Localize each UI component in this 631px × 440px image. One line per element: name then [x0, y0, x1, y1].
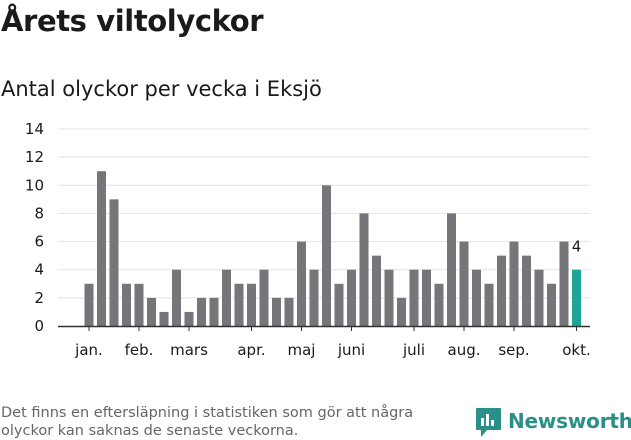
bar [472, 269, 481, 326]
x-tick-label: aug. [448, 341, 481, 359]
bar [522, 255, 531, 326]
x-tick-label: jan. [74, 341, 103, 359]
footnote: Det finns en eftersläpning i statistiken… [1, 405, 414, 439]
chart-title: Årets viltolyckor [1, 4, 264, 38]
bar [359, 213, 369, 326]
bar [97, 171, 106, 326]
bar [122, 283, 131, 326]
chart-subtitle: Antal olyckor per vecka i Eksjö [1, 77, 322, 101]
bar [322, 185, 331, 326]
bar [422, 269, 431, 326]
bar [284, 297, 294, 326]
bar [547, 283, 556, 326]
brand[interactable]: Newsworthy [475, 407, 631, 439]
bar [559, 241, 569, 326]
highlight-data-label: 4 [572, 238, 582, 256]
bar [534, 269, 544, 326]
bar [197, 297, 206, 326]
x-tick-label: juni [337, 341, 365, 359]
bar [84, 283, 94, 326]
bar [159, 311, 169, 326]
y-tick-label: 8 [34, 204, 44, 222]
x-tick-label: juli [402, 341, 425, 359]
bar [334, 283, 344, 326]
bar [372, 255, 381, 326]
bar [484, 283, 494, 326]
y-tick-label: 4 [34, 261, 44, 279]
bars [84, 171, 581, 326]
bar [259, 269, 269, 326]
y-tick-label: 2 [34, 289, 44, 307]
bar [209, 297, 219, 326]
bar-highlight [572, 269, 581, 326]
bar [184, 311, 194, 326]
x-tick-label: mars [170, 341, 208, 359]
bar [247, 283, 256, 326]
bar [497, 255, 506, 326]
x-axis-ticks: jan. feb. mars apr. maj juni juli aug. sep. okt. [74, 326, 591, 359]
y-tick-label: 0 [34, 317, 44, 335]
bar [409, 269, 419, 326]
bar [509, 241, 519, 326]
bar [384, 269, 394, 326]
bar [397, 297, 406, 326]
bar [272, 297, 281, 326]
bar [347, 269, 356, 326]
y-tick-label: 14 [25, 120, 44, 138]
bar-chart: 0 2 4 6 8 10 12 14 jan. feb. mars apr. maj juni juli a… [25, 120, 591, 359]
bar [134, 283, 144, 326]
y-tick-label: 12 [25, 148, 44, 166]
data-labels: 4 [572, 238, 582, 256]
y-axis-ticks: 0 2 4 6 8 10 12 14 [25, 120, 44, 335]
newsworthy-logo-icon [476, 408, 501, 437]
bar [222, 269, 231, 326]
x-tick-label: sep. [498, 341, 529, 359]
brand-name: Newsworthy [508, 409, 631, 433]
x-tick-label: okt. [562, 341, 591, 359]
bar [297, 241, 306, 326]
bar [309, 269, 319, 326]
bar [434, 283, 444, 326]
bar [147, 297, 156, 326]
bar [109, 199, 119, 326]
x-tick-label: apr. [237, 341, 265, 359]
x-tick-label: feb. [125, 341, 154, 359]
y-tick-label: 10 [25, 176, 44, 194]
bar [172, 269, 181, 326]
y-tick-label: 6 [34, 233, 44, 251]
bar [459, 241, 469, 326]
bar [447, 213, 456, 326]
bar [234, 283, 244, 326]
x-tick-label: maj [288, 341, 316, 359]
